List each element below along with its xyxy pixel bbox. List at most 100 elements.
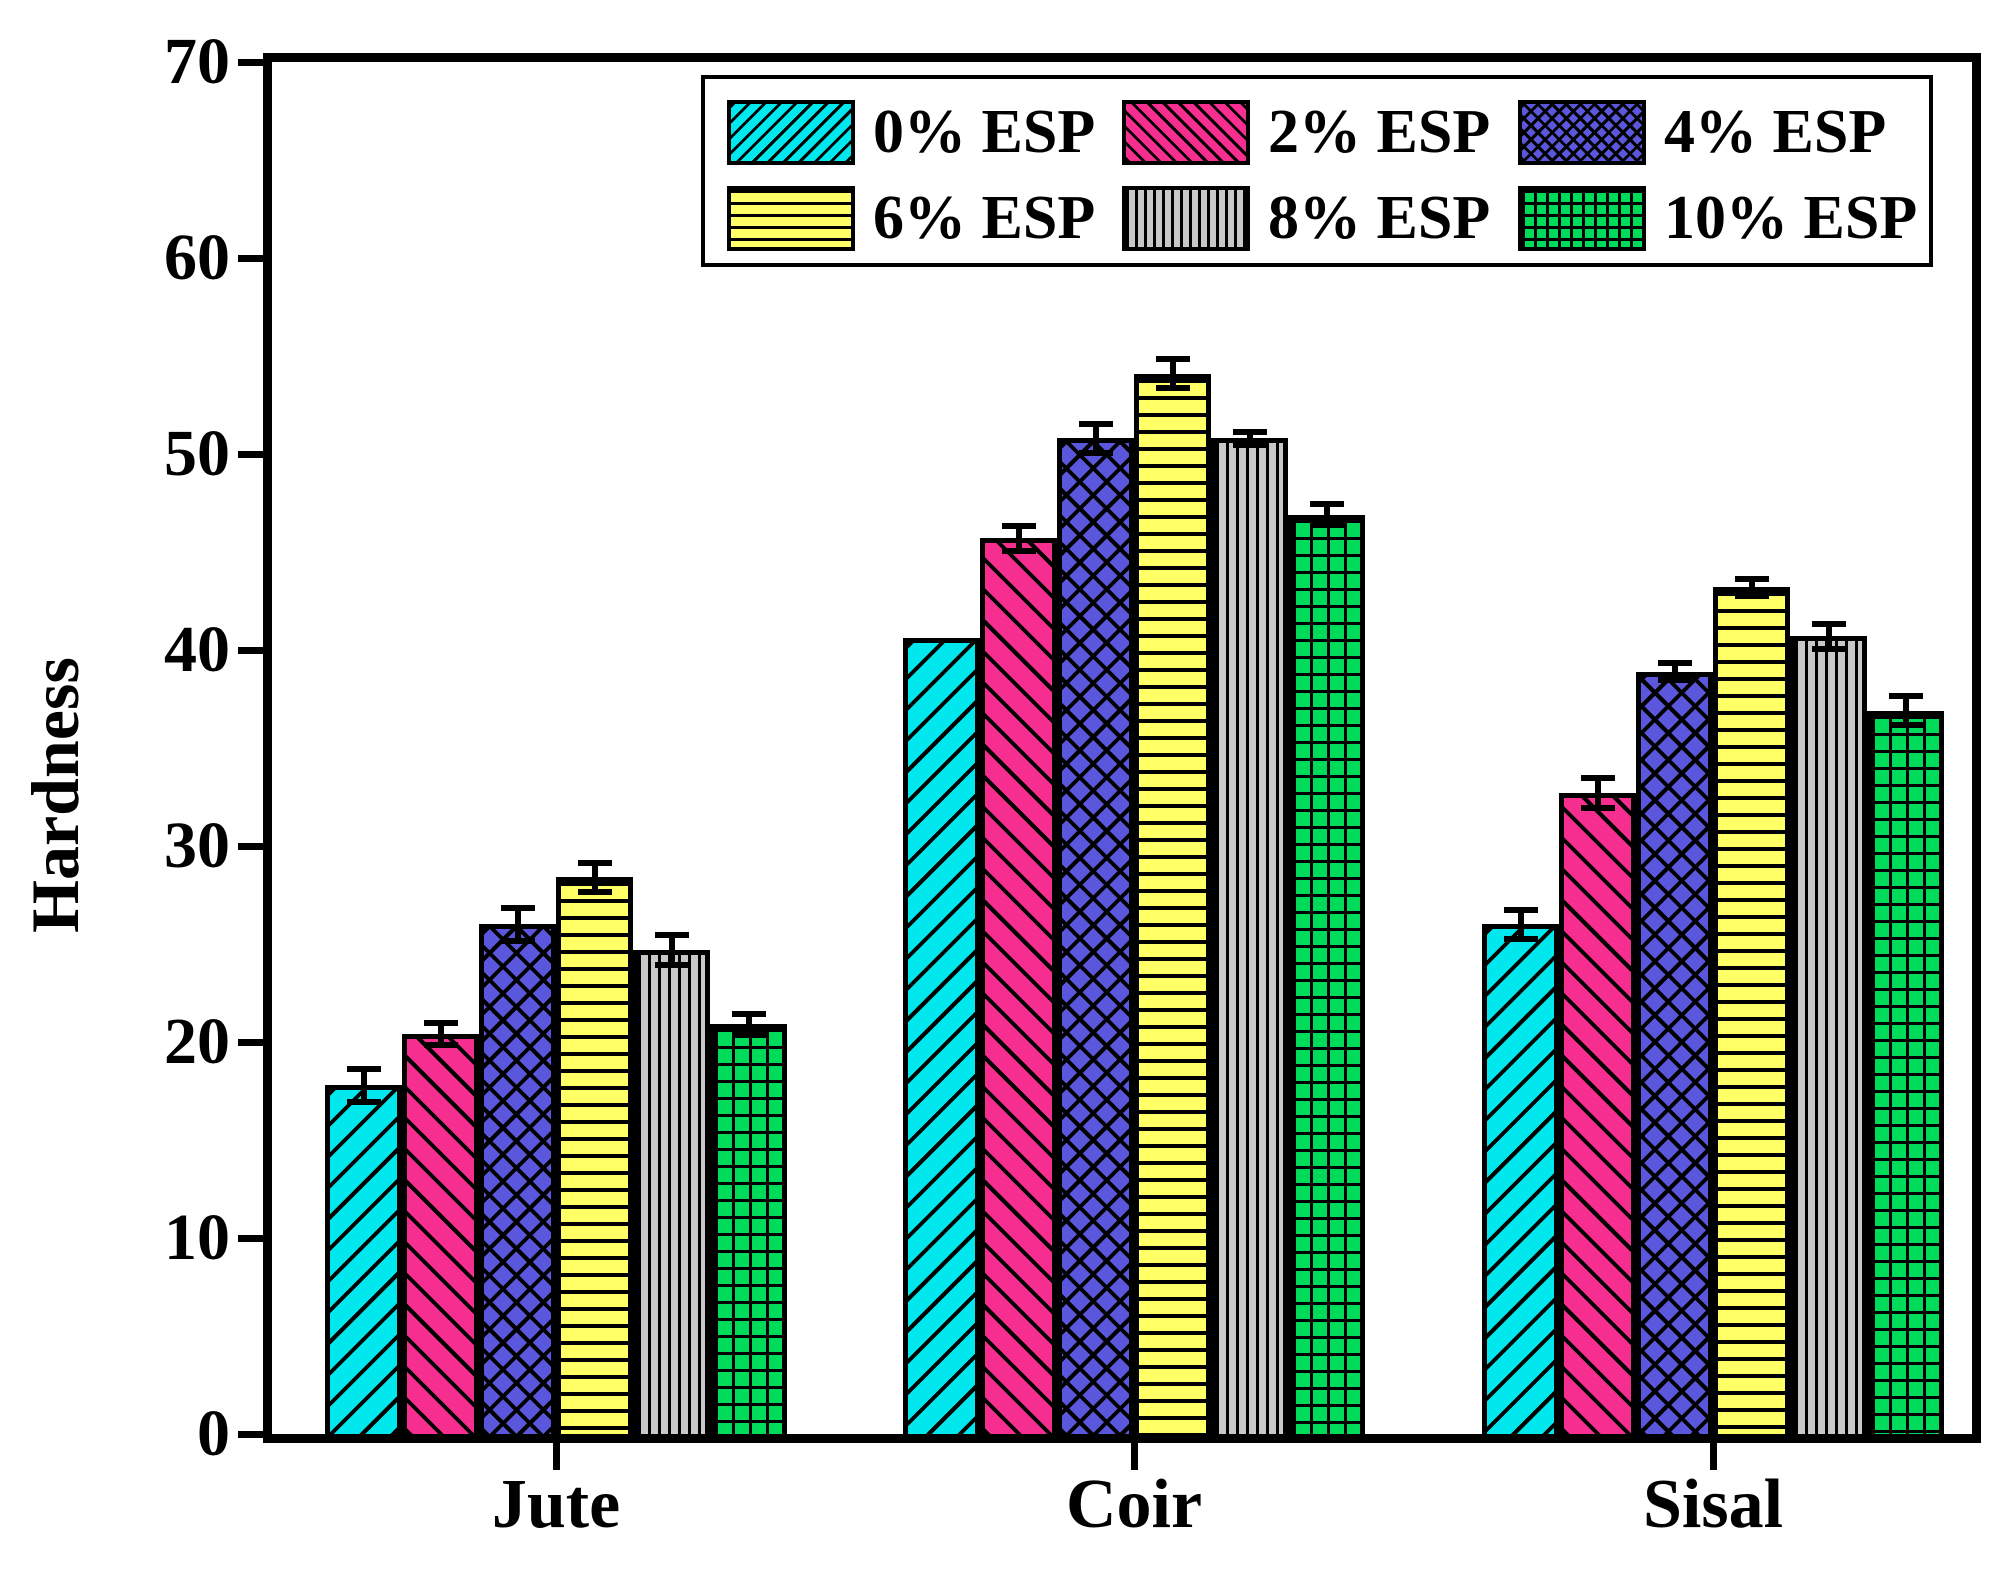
legend-item-6pct-esp: 6% ESP xyxy=(727,175,1122,261)
error-bar-sisal-10pct-esp xyxy=(1888,693,1923,729)
error-bar-cap-bottom xyxy=(1232,442,1267,449)
error-bar-sisal-2pct-esp xyxy=(1580,775,1615,811)
error-bar-cap-top xyxy=(1580,775,1615,782)
error-bar-stem xyxy=(1517,906,1524,943)
error-bar-cap-top xyxy=(346,1065,381,1072)
error-bar-cap-top xyxy=(1503,906,1538,913)
error-bar-sisal-8pct-esp xyxy=(1811,620,1846,652)
bar-jute-8pct-esp xyxy=(633,949,710,1434)
legend-swatch-2pct-esp xyxy=(1122,99,1250,165)
error-bar-jute-8pct-esp xyxy=(654,932,689,968)
legend-label-6pct-esp: 6% ESP xyxy=(873,184,1096,252)
error-bar-cap-bottom xyxy=(346,1098,381,1105)
error-bar-cap-bottom xyxy=(1734,593,1769,600)
legend-label-2pct-esp: 2% ESP xyxy=(1268,98,1491,166)
error-bar-cap-bottom xyxy=(1155,385,1190,392)
legend-label-0pct-esp: 0% ESP xyxy=(873,98,1096,166)
bar-coir-4pct-esp xyxy=(1057,438,1134,1434)
legend-item-2pct-esp: 2% ESP xyxy=(1122,89,1518,175)
error-bar-cap-top xyxy=(1309,501,1344,508)
error-bar-cap-top xyxy=(1657,659,1692,666)
bar-sisal-10pct-esp xyxy=(1867,710,1944,1434)
error-bar-cap-bottom xyxy=(423,1041,458,1048)
category-label-sisal: Sisal xyxy=(1642,1466,1784,1543)
error-bar-cap-bottom xyxy=(1657,677,1692,684)
error-bar-stem xyxy=(1902,693,1909,729)
error-bar-stem xyxy=(1169,356,1176,392)
error-bar-stem xyxy=(745,1010,752,1039)
bar-coir-0pct-esp xyxy=(903,638,980,1434)
error-bar-jute-0pct-esp xyxy=(346,1065,381,1105)
error-bar-stem xyxy=(437,1020,444,1048)
error-bar-coir-6pct-esp xyxy=(1155,356,1190,392)
error-bar-cap-bottom xyxy=(1811,645,1846,652)
bar-coir-8pct-esp xyxy=(1211,438,1288,1434)
error-bar-cap-top xyxy=(1001,522,1036,529)
legend-swatch-0pct-esp xyxy=(727,99,855,165)
error-bar-coir-8pct-esp xyxy=(1232,428,1267,449)
error-bar-cap-bottom xyxy=(577,888,612,895)
error-bar-stem xyxy=(514,904,521,944)
bar-sisal-2pct-esp xyxy=(1559,793,1636,1434)
error-bar-jute-4pct-esp xyxy=(500,904,535,944)
error-bar-stem xyxy=(591,859,598,895)
legend-item-10pct-esp: 10% ESP xyxy=(1518,175,1929,261)
legend-swatch-8pct-esp xyxy=(1122,185,1250,251)
error-bar-cap-top xyxy=(423,1020,458,1027)
error-bar-stem xyxy=(1671,659,1678,684)
y-tick-50 xyxy=(238,450,267,458)
category-label-jute: Jute xyxy=(491,1466,621,1543)
error-bar-sisal-6pct-esp xyxy=(1734,575,1769,600)
y-tick-30 xyxy=(238,842,267,850)
bar-sisal-4pct-esp xyxy=(1636,671,1713,1434)
error-bar-coir-10pct-esp xyxy=(1309,501,1344,529)
y-axis-title: Hardness xyxy=(17,657,93,933)
error-bar-stem xyxy=(1748,575,1755,600)
error-bar-jute-10pct-esp xyxy=(731,1010,766,1039)
x-tick-jute xyxy=(552,1443,560,1470)
error-bar-jute-6pct-esp xyxy=(577,859,612,895)
error-bar-jute-2pct-esp xyxy=(423,1020,458,1048)
legend-label-10pct-esp: 10% ESP xyxy=(1664,184,1918,252)
error-bar-stem xyxy=(360,1065,367,1105)
error-bar-cap-top xyxy=(1155,356,1190,362)
error-bar-stem xyxy=(1246,428,1253,449)
x-tick-sisal xyxy=(1709,1443,1717,1470)
y-tick-60 xyxy=(238,254,267,262)
y-tick-label-60: 60 xyxy=(164,221,230,294)
error-bar-stem xyxy=(1323,501,1330,529)
error-bar-stem xyxy=(1594,775,1601,811)
legend-label-8pct-esp: 8% ESP xyxy=(1268,184,1491,252)
bar-sisal-6pct-esp xyxy=(1713,587,1790,1434)
error-bar-coir-4pct-esp xyxy=(1078,420,1113,456)
error-bar-sisal-0pct-esp xyxy=(1503,906,1538,943)
error-bar-cap-top xyxy=(1811,620,1846,627)
error-bar-stem xyxy=(1825,620,1832,652)
error-bar-cap-bottom xyxy=(731,1032,766,1039)
error-bar-cap-bottom xyxy=(1078,449,1113,456)
error-bar-cap-bottom xyxy=(500,937,535,944)
y-tick-label-50: 50 xyxy=(164,417,230,490)
y-tick-label-70: 70 xyxy=(164,25,230,98)
bar-jute-6pct-esp xyxy=(556,877,633,1434)
legend-item-8pct-esp: 8% ESP xyxy=(1122,175,1518,261)
legend-label-4pct-esp: 4% ESP xyxy=(1664,98,1887,166)
y-tick-20 xyxy=(238,1038,267,1046)
error-bar-stem xyxy=(668,932,675,968)
y-tick-label-20: 20 xyxy=(164,1005,230,1078)
bar-sisal-8pct-esp xyxy=(1790,636,1867,1434)
y-tick-70 xyxy=(238,58,267,66)
legend-item-4pct-esp: 4% ESP xyxy=(1518,89,1929,175)
bar-jute-0pct-esp xyxy=(325,1085,402,1434)
x-tick-coir xyxy=(1130,1443,1138,1470)
bar-coir-2pct-esp xyxy=(980,538,1057,1434)
y-tick-40 xyxy=(238,646,267,654)
legend-swatch-6pct-esp xyxy=(727,185,855,251)
y-tick-label-0: 0 xyxy=(197,1397,230,1470)
error-bar-cap-top xyxy=(1232,428,1267,435)
error-bar-cap-bottom xyxy=(1888,722,1923,729)
legend-swatch-4pct-esp xyxy=(1518,99,1646,165)
legend-swatch-10pct-esp xyxy=(1518,185,1646,251)
y-tick-10 xyxy=(238,1234,267,1242)
